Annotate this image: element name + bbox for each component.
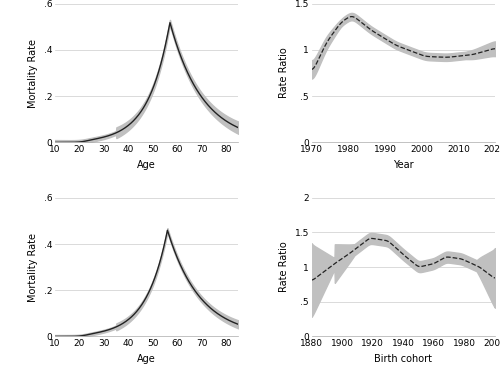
X-axis label: Age: Age	[138, 354, 156, 364]
X-axis label: Birth cohort: Birth cohort	[374, 354, 432, 364]
X-axis label: Age: Age	[138, 160, 156, 170]
Y-axis label: Mortality Rate: Mortality Rate	[28, 232, 38, 302]
Y-axis label: Rate Ratio: Rate Ratio	[279, 48, 289, 98]
Y-axis label: Mortality Rate: Mortality Rate	[28, 39, 38, 108]
Y-axis label: Rate Ratio: Rate Ratio	[279, 242, 289, 293]
X-axis label: Year: Year	[393, 160, 413, 170]
